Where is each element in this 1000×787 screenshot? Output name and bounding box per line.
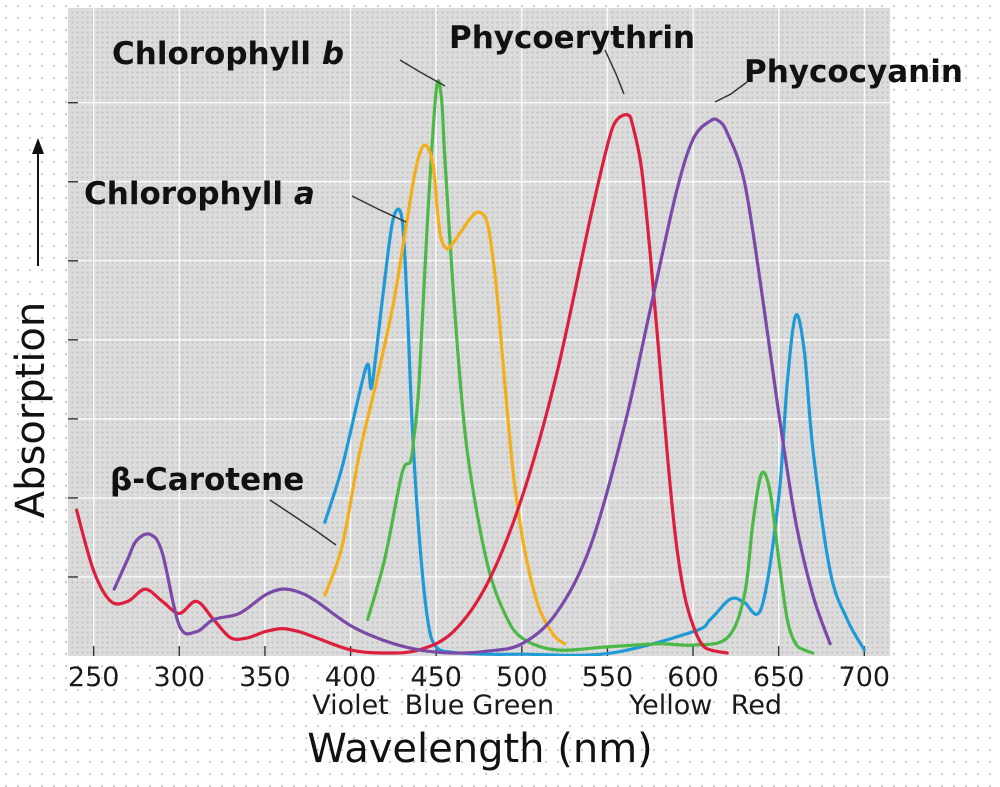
label-chlorophyll-a: Chlorophyll a	[84, 176, 315, 212]
curve-carotene	[323, 143, 567, 646]
x-tick-label-600: 600	[667, 662, 719, 693]
band-label-yellow: Yellow	[628, 690, 712, 721]
band-label-green: Green	[472, 690, 554, 721]
gridlines	[68, 8, 890, 656]
leader-phycoerythrin	[604, 49, 625, 95]
absorption-curves	[75, 79, 866, 656]
y-axis-arrow	[32, 138, 44, 266]
label-phycocyanin: Phycocyanin	[744, 54, 963, 90]
x-tick-label-550: 550	[582, 662, 634, 693]
band-label-red: Red	[731, 690, 782, 721]
label-phycoerythrin: Phycoerythrin	[449, 20, 695, 56]
x-tick-label-300: 300	[154, 662, 206, 693]
x-axis: 250 300 350 400 450 500 550 600 650 700	[68, 646, 890, 693]
label-chlorophyll-a-letter: a	[294, 176, 315, 212]
y-ticks	[68, 102, 78, 578]
x-tick-label-650: 650	[753, 662, 805, 693]
x-tick-label-450: 450	[410, 662, 462, 693]
color-band-labels: Violet Blue Green Yellow Red	[312, 690, 782, 721]
leader-chlorophyll-b	[399, 59, 446, 87]
y-axis-title-group: Absorption	[8, 302, 54, 519]
label-carotene: β-Carotene	[110, 462, 304, 498]
x-axis-title: Wavelength (nm)	[307, 726, 653, 772]
curve-phycoerythrin	[75, 113, 729, 655]
curve-chlorophyll-b	[366, 79, 815, 655]
leader-phycocyanin	[714, 81, 748, 103]
y-axis-title: Absorption	[8, 302, 54, 519]
x-tick-label-350: 350	[239, 662, 291, 693]
curve-chlorophyll-a	[323, 207, 866, 656]
x-tick-label-400: 400	[325, 662, 377, 693]
leader-chlorophyll-a	[351, 195, 407, 223]
band-label-violet: Violet	[312, 690, 389, 721]
curve-phycocyanin	[112, 117, 832, 655]
x-tick-label-700: 700	[839, 662, 891, 693]
leader-carotene	[269, 499, 337, 546]
plot-area	[68, 8, 890, 656]
label-chlorophyll-b-letter: b	[322, 36, 344, 72]
x-tick-label-500: 500	[496, 662, 548, 693]
label-chlorophyll-b-text: Chlorophyll	[112, 36, 311, 72]
label-chlorophyll-b: Chlorophyll b	[112, 36, 344, 72]
band-label-blue: Blue	[405, 690, 465, 721]
label-chlorophyll-a-text: Chlorophyll	[84, 176, 283, 212]
label-leaders	[269, 49, 748, 546]
x-tick-label-250: 250	[68, 662, 120, 693]
